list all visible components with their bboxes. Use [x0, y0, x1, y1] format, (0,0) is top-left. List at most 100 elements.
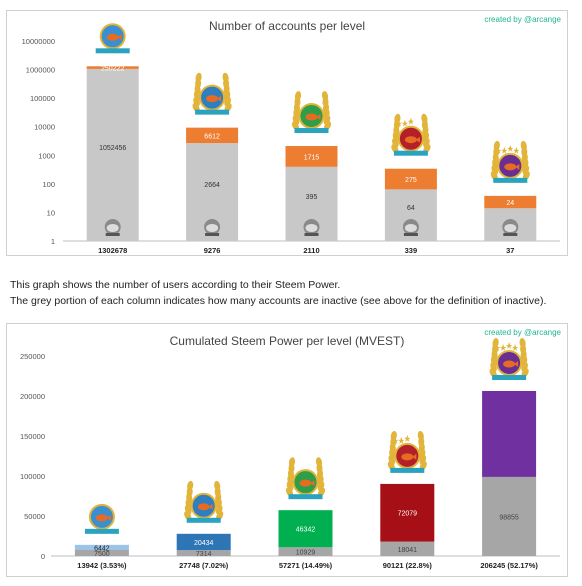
mascot-face-icon: [504, 224, 517, 232]
star-icon: [407, 117, 414, 125]
y-tick-label: 10: [47, 208, 55, 217]
bar-inactive: [380, 541, 435, 556]
fish-in-cup-icon: [291, 91, 332, 134]
laurel-leaf-icon: [417, 430, 424, 441]
steem-power-chart-credit: created by @arcange: [484, 328, 561, 337]
ribbon-icon: [186, 517, 221, 523]
laurel-leaf-icon: [214, 480, 221, 491]
mascot-icon: [502, 219, 519, 236]
fish-tail-icon: [310, 480, 315, 487]
whale-in-bowl-icon: [95, 23, 130, 54]
accounts-chart-credit: created by @arcange: [484, 15, 561, 24]
fish-body-icon: [503, 360, 516, 368]
ribbon-icon: [493, 177, 528, 183]
star-icon: [500, 344, 507, 352]
dolphin-badge-icon: [391, 113, 431, 156]
x-tick-label: 206245 (52.17%): [480, 561, 538, 570]
fish-body-icon: [404, 136, 417, 144]
bar-active-label: 24: [506, 200, 514, 207]
fish-body-icon: [197, 503, 210, 511]
laurel-leaf-icon: [315, 457, 323, 468]
whale-in-bowl-icon: [84, 503, 119, 534]
ribbon-icon: [393, 150, 428, 156]
bar-inactive-label: 64: [407, 205, 415, 212]
fish-tail-icon: [208, 503, 213, 510]
bar-inactive-label: 1052456: [99, 145, 126, 152]
bar-inactive: [86, 68, 139, 241]
fish-tail-icon: [515, 163, 520, 170]
mascot-face-icon: [305, 224, 318, 232]
bar-active-label: 6442: [94, 545, 110, 552]
mascot-face-icon: [404, 224, 417, 232]
x-tick-label: 57271 (14.49%): [279, 561, 333, 570]
ribbon-icon: [95, 48, 130, 54]
laurel-leaf-icon: [519, 338, 526, 348]
bar-active-label: 250222: [101, 66, 124, 73]
bar-active: [186, 127, 239, 144]
laurel-leaf-icon: [294, 91, 302, 101]
y-tick-label: 100: [42, 180, 55, 189]
fish-body-icon: [401, 453, 414, 461]
fish-tail-icon: [514, 361, 519, 368]
whale-trophy-icon: [489, 338, 529, 381]
bar-inactive: [278, 547, 333, 556]
laurel-leaf-icon: [288, 457, 296, 468]
star-icon: [404, 434, 411, 442]
bar-active: [176, 533, 231, 551]
mascot-icon: [303, 219, 320, 236]
star-icon: [392, 436, 399, 444]
bar-inactive-label: 10929: [296, 550, 316, 557]
description-line-1: This graph shows the number of users acc…: [10, 279, 341, 291]
y-tick-label: 150000: [20, 432, 45, 441]
fish-tail-icon: [217, 95, 222, 102]
star-icon: [395, 119, 402, 127]
star-icon: [507, 144, 514, 152]
fish-tail-icon: [106, 514, 111, 521]
steem-power-chart-title: Cumulated Steem Power per level (MVEST): [169, 334, 405, 348]
laurel-leaf-icon: [222, 72, 229, 83]
ribbon-icon: [294, 128, 329, 134]
y-tick-label: 1000: [38, 151, 55, 160]
x-tick-label: 1302678: [98, 246, 127, 255]
y-tick-label: 100000: [30, 94, 55, 103]
fish-body-icon: [106, 33, 119, 41]
bar-active: [484, 195, 537, 209]
laurel-leaf-icon: [187, 480, 194, 491]
y-tick-label: 0: [41, 552, 45, 561]
bar-inactive-label: 7500: [94, 551, 110, 558]
chart-description: This graph shows the number of users acc…: [10, 277, 576, 309]
ribbon-icon: [195, 109, 230, 115]
x-tick-label: 13942 (3.53%): [77, 561, 127, 570]
bar-active: [278, 510, 333, 548]
bar-active-label: 275: [405, 177, 417, 184]
fish-in-cup-icon: [285, 457, 326, 500]
accounts-chart-title: Number of accounts per level: [208, 19, 366, 33]
laurel-leaf-icon: [321, 91, 329, 101]
y-tick-label: 250000: [20, 352, 45, 361]
laurel-leaf-icon: [195, 72, 202, 83]
fish-tail-icon: [412, 453, 417, 460]
bar-active: [384, 168, 437, 190]
star-icon: [494, 344, 501, 352]
bar-inactive: [482, 476, 537, 556]
x-tick-label: 90121 (22.8%): [383, 561, 433, 570]
ribbon-icon: [390, 467, 425, 473]
ribbon-icon: [492, 375, 527, 381]
bar-active: [285, 146, 338, 167]
accounts-chart-plot: 1 10 100 1000 10000 100000 1000000 10000000 1052…: [22, 23, 560, 255]
y-tick-label: 100000: [20, 472, 45, 481]
fish-tail-icon: [415, 136, 420, 143]
bar-inactive: [176, 550, 231, 556]
fish-body-icon: [504, 163, 517, 171]
bar-active-label: 1715: [304, 154, 320, 161]
star-icon: [401, 119, 408, 127]
star-icon: [512, 344, 519, 352]
bar-active-label: 6612: [204, 133, 220, 140]
dolphin-badge-icon: [387, 430, 427, 473]
mascot-base-icon: [205, 233, 220, 236]
mascot-base-icon: [105, 233, 120, 236]
ribbon-icon: [84, 528, 119, 534]
mascot-base-icon: [403, 233, 418, 236]
bar-active: [380, 483, 435, 542]
